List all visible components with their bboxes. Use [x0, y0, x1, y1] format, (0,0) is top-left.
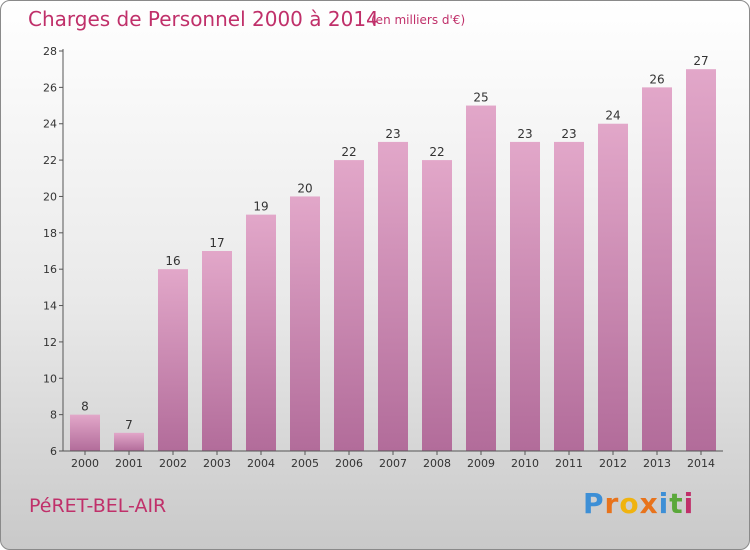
bar [202, 251, 232, 451]
x-tick-label: 2007 [379, 457, 407, 470]
bar-value-label: 19 [253, 200, 268, 214]
bar [158, 269, 188, 451]
bar [598, 123, 628, 452]
bar [378, 141, 408, 451]
logo-letter: t [669, 487, 684, 520]
chart-subtitle: (en milliers d'€) [371, 13, 466, 27]
proxiti-logo: Proxiti [583, 487, 694, 520]
logo-letter: x [639, 487, 659, 520]
x-tick-label: 2011 [555, 457, 583, 470]
x-tick-label: 2003 [203, 457, 231, 470]
bar-value-label: 24 [605, 109, 620, 123]
x-tick-label: 2009 [467, 457, 495, 470]
x-tick-label: 2004 [247, 457, 275, 470]
x-tick-label: 2013 [643, 457, 671, 470]
y-tick-label: 6 [50, 445, 57, 458]
bar-value-label: 27 [693, 54, 708, 68]
bar [290, 196, 320, 451]
x-tick-label: 2006 [335, 457, 363, 470]
bar-value-label: 8 [81, 400, 89, 414]
y-tick-label: 24 [43, 118, 57, 131]
bar [70, 414, 100, 451]
y-tick-label: 12 [43, 336, 57, 349]
logo-letter: i [658, 487, 670, 520]
bar [686, 69, 716, 451]
x-tick-label: 2008 [423, 457, 451, 470]
x-tick-label: 2002 [159, 457, 187, 470]
bar-value-label: 23 [385, 127, 400, 141]
bar-value-label: 16 [165, 254, 180, 268]
x-tick-label: 2012 [599, 457, 627, 470]
bar-value-label: 7 [125, 418, 133, 432]
bar [246, 214, 276, 451]
bar [334, 160, 364, 451]
bar-value-label: 20 [297, 181, 312, 195]
bar-value-label: 17 [209, 236, 224, 250]
town-name: PéRET-BEL-AIR [29, 495, 167, 517]
bar [422, 160, 452, 451]
bar-value-label: 26 [649, 72, 664, 86]
y-tick-label: 28 [43, 45, 57, 58]
bar-value-label: 25 [473, 91, 488, 105]
y-tick-label: 8 [50, 409, 57, 422]
logo-letter: o [619, 487, 640, 520]
x-tick-label: 2000 [71, 457, 99, 470]
bar [466, 105, 496, 451]
y-tick-label: 16 [43, 263, 57, 276]
logo-letter: i [683, 487, 695, 520]
x-tick-label: 2001 [115, 457, 143, 470]
bar-value-label: 23 [517, 127, 532, 141]
bar [642, 87, 672, 451]
bar [554, 141, 584, 451]
y-tick-label: 26 [43, 81, 57, 94]
bar [114, 432, 144, 451]
chart-title: Charges de Personnel 2000 à 2014 [28, 7, 379, 31]
y-tick-label: 10 [43, 372, 57, 385]
x-tick-label: 2010 [511, 457, 539, 470]
bar [510, 141, 540, 451]
bar-value-label: 22 [429, 145, 444, 159]
bar-value-label: 22 [341, 145, 356, 159]
x-tick-label: 2005 [291, 457, 319, 470]
x-tick-label: 2014 [687, 457, 715, 470]
logo-letter: P [583, 487, 605, 520]
y-tick-label: 14 [43, 300, 57, 313]
logo-letter: r [604, 487, 620, 520]
y-tick-label: 20 [43, 190, 57, 203]
y-tick-label: 18 [43, 227, 57, 240]
y-tick-label: 22 [43, 154, 57, 167]
bar-value-label: 23 [561, 127, 576, 141]
